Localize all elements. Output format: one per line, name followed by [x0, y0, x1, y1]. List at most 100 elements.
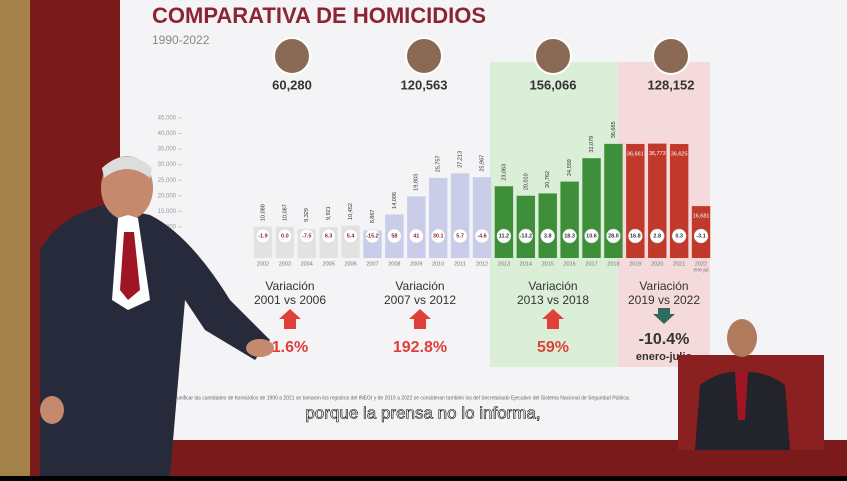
arrow-up [409, 309, 431, 329]
y-tick-label: 35,000 [158, 147, 177, 153]
change-badge [628, 228, 643, 244]
change-label: 2.8 [653, 233, 661, 239]
variation-value: -10.4% [639, 331, 690, 348]
change-badge [671, 228, 687, 244]
change-badge [387, 228, 402, 244]
change-label: 3.8 [544, 233, 552, 239]
portrait [534, 37, 572, 75]
change-label: -1.9 [258, 233, 267, 239]
x-tick-label: 2012 [476, 261, 488, 267]
value-label: 36,773 [649, 151, 666, 157]
variation-value: 59% [537, 339, 569, 356]
value-label: 23,063 [501, 164, 507, 181]
x-tick-label: 2014 [520, 261, 532, 267]
variation-range: 2001 vs 2006 [254, 293, 326, 307]
bar [560, 181, 579, 258]
change-badge [299, 228, 315, 244]
bar [669, 144, 689, 258]
x-tick-label: 2015 [542, 261, 554, 267]
period-total: 60,280 [272, 77, 312, 92]
x-tick-label: 2006 [344, 261, 356, 267]
x-tick-label: 2017 [585, 261, 597, 267]
change-label: 0.3 [675, 233, 683, 239]
bar [428, 177, 448, 258]
change-label: 11.2 [499, 233, 509, 239]
variation-range: 2007 vs 2012 [384, 293, 456, 307]
value-label: 36,625 [671, 152, 688, 158]
change-badge [496, 228, 512, 244]
change-label: 0.0 [281, 233, 289, 239]
presenter [40, 156, 274, 476]
change-badge [693, 228, 709, 244]
variation-title: Variación [395, 279, 444, 293]
x-tick-label: 2020 [651, 261, 663, 267]
variation-value: 1.6% [272, 339, 308, 356]
bar [648, 143, 667, 258]
value-label: 16,681 [693, 214, 710, 220]
change-label: 30.1 [433, 233, 444, 239]
change-label: 28.0 [608, 233, 619, 239]
value-label: 19,803 [414, 174, 420, 191]
x-tick-label: 2019 [629, 261, 641, 267]
value-label: 32,079 [589, 136, 595, 153]
value-label: 25,967 [479, 155, 485, 172]
value-label: 10,452 [348, 203, 354, 220]
y-tick-label: 15,000 [158, 209, 177, 215]
change-badge [518, 228, 534, 244]
change-label: 18.3 [564, 233, 575, 239]
value-label: 10,088 [260, 204, 266, 221]
period-total: 128,152 [648, 77, 695, 92]
bar [472, 177, 492, 258]
bar [538, 193, 557, 258]
change-label: 41 [413, 233, 419, 239]
change-badge [649, 228, 665, 244]
subtitle-caption: porque la prensa no lo informa, [305, 403, 540, 422]
change-badge [255, 228, 271, 244]
change-badge [277, 228, 293, 244]
variation-range: 2013 vs 2018 [517, 293, 589, 307]
change-label: 16.8 [630, 233, 641, 239]
change-badge [606, 228, 621, 244]
x-tick-label: 2018 [607, 261, 619, 267]
arrow-up [279, 309, 301, 329]
value-label: 36,661 [627, 151, 644, 157]
change-badge [540, 228, 555, 244]
change-badge [474, 228, 490, 244]
x-tick-label: 2013 [498, 261, 510, 267]
y-tick-label: 40,000 [158, 131, 177, 137]
bar [604, 143, 623, 258]
change-label: 6.3 [325, 233, 333, 239]
value-label: 20,010 [523, 173, 529, 190]
change-label: 58 [391, 233, 397, 239]
x-tick-label: 2011 [454, 261, 466, 267]
change-label: 5.7 [456, 233, 464, 239]
bar [516, 195, 536, 258]
x-tick-label: 2016 [563, 261, 575, 267]
bar [494, 186, 514, 258]
value-label: 36,685 [611, 121, 617, 138]
y-tick-label: 30,000 [158, 162, 177, 168]
change-label: 10.6 [586, 233, 597, 239]
value-label: 24,559 [567, 159, 573, 176]
arrow-up [542, 309, 564, 329]
variation-title: Variación [265, 279, 314, 293]
variation-range: 2019 vs 2022 [628, 293, 700, 307]
chart-subtitle: 1990-2022 [152, 33, 210, 47]
value-label: 10,087 [282, 204, 288, 221]
x-tick-label: 2010 [432, 261, 444, 267]
x-tick-note: ene-jul [694, 267, 709, 273]
interpreter-inset [678, 319, 824, 450]
x-tick-label: 2021 [673, 261, 685, 267]
y-tick-label: 45,000 [158, 116, 177, 122]
change-label: -15.2 [366, 233, 379, 239]
change-label: 5.4 [347, 233, 356, 239]
change-badge [409, 228, 424, 244]
value-label: 14,006 [392, 192, 398, 209]
period-total: 120,563 [401, 77, 448, 92]
change-badge [430, 228, 446, 244]
value-label: 9,329 [304, 208, 310, 222]
change-label: -7.5 [302, 233, 311, 239]
x-tick-label: 2008 [388, 261, 400, 267]
backdrop-wood [0, 0, 30, 476]
change-badge [343, 228, 358, 244]
